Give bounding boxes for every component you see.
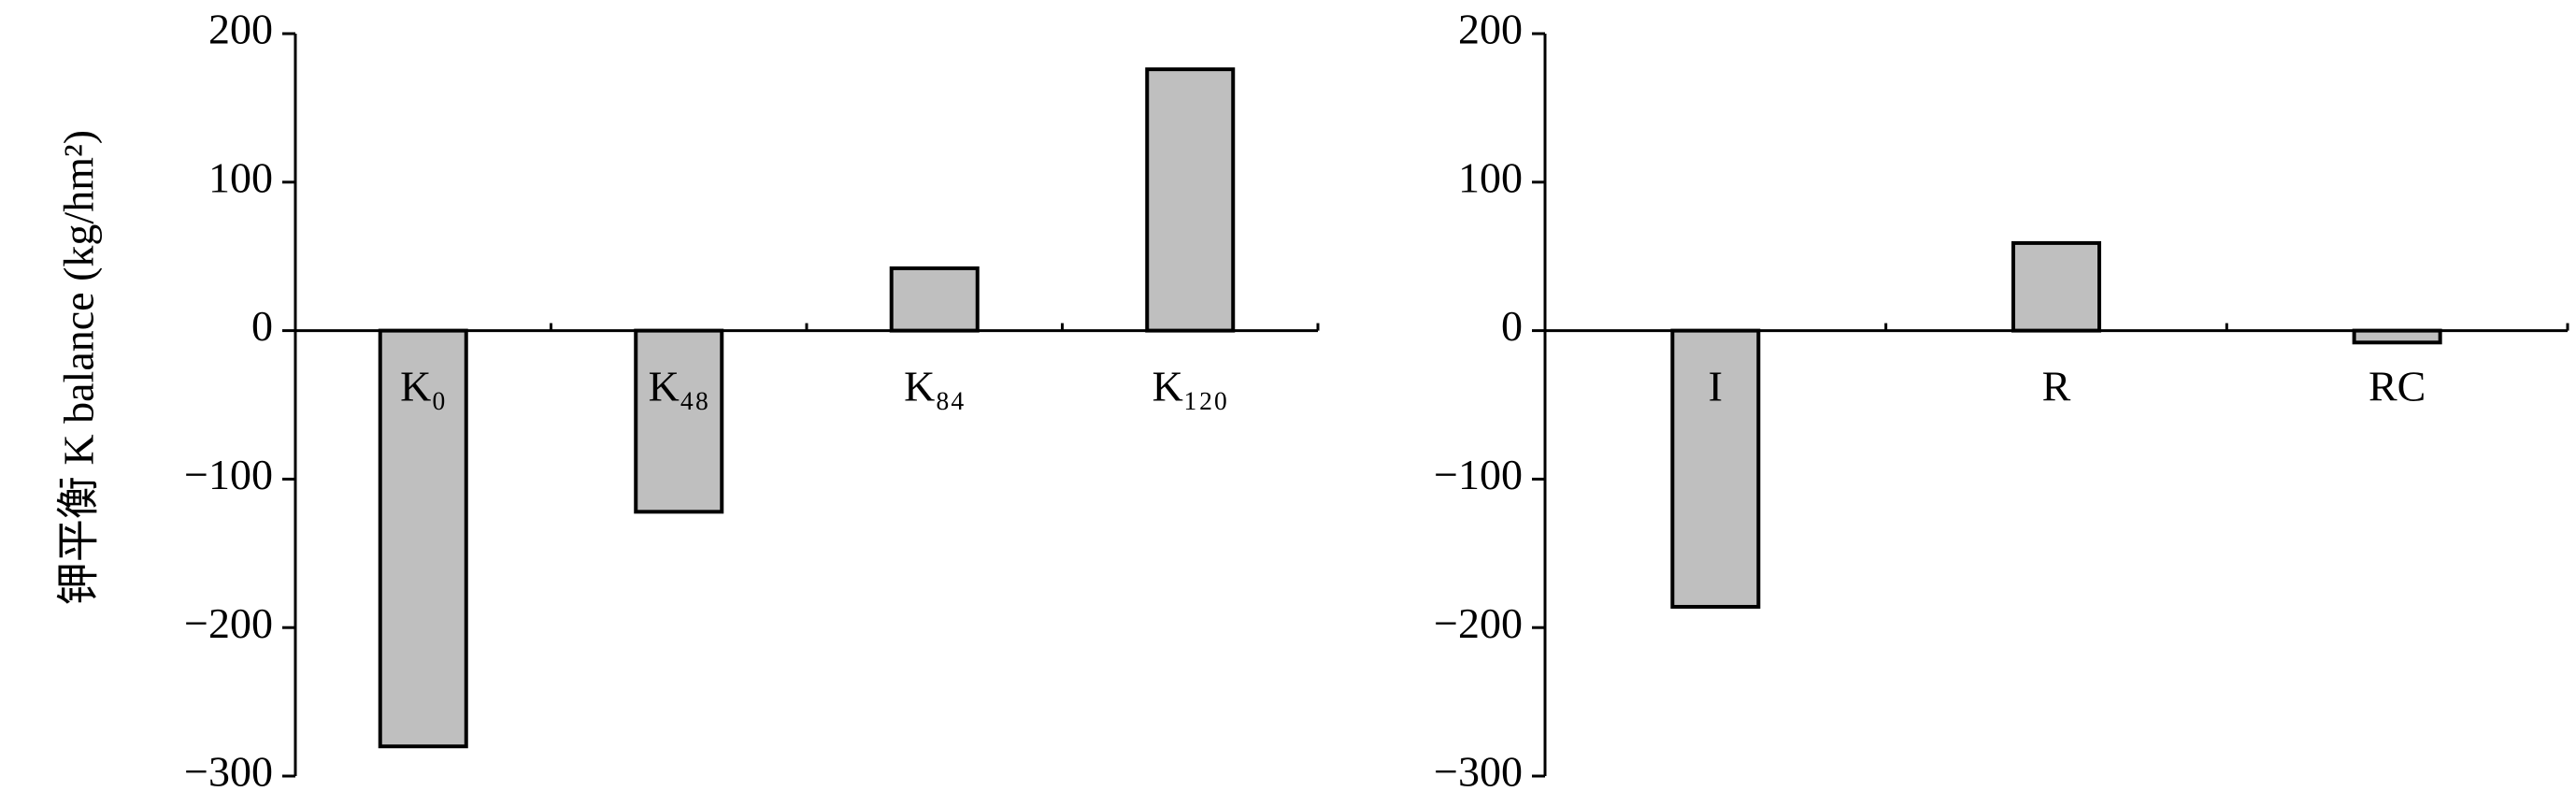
- bar: [889, 266, 980, 333]
- bar: [2011, 240, 2101, 333]
- x-tick-label: I: [1709, 363, 1723, 410]
- y-tick-label: −300: [184, 748, 273, 796]
- y-tick-label: 0: [251, 302, 273, 350]
- y-tick-label: 100: [1458, 153, 1523, 201]
- y-tick-label: 200: [208, 6, 273, 53]
- y-tick-label: −100: [184, 451, 273, 498]
- y-tick-label: −300: [1434, 748, 1523, 796]
- bar: [634, 328, 724, 514]
- x-tick-label: K₈₄: [904, 363, 965, 410]
- y-tick-label: −200: [1434, 599, 1523, 647]
- y-axis-label: 钾平衡 K balance (kg/hm²): [55, 130, 103, 605]
- x-tick-label: R: [2042, 363, 2071, 410]
- y-tick-label: 0: [1501, 302, 1523, 350]
- y-tick-label: −200: [184, 599, 273, 647]
- x-tick-label: K₄₈: [649, 363, 709, 410]
- y-tick-label: 200: [1458, 6, 1523, 53]
- bar: [378, 328, 468, 749]
- bar: [2352, 328, 2442, 345]
- y-tick-label: 100: [208, 153, 273, 201]
- x-tick-label: K₀: [400, 363, 446, 410]
- bar: [1145, 67, 1236, 333]
- x-tick-label: RC: [2368, 363, 2426, 410]
- x-tick-label: K₁₂₀: [1152, 363, 1228, 410]
- y-tick-label: −100: [1434, 451, 1523, 498]
- bar: [1670, 328, 1761, 609]
